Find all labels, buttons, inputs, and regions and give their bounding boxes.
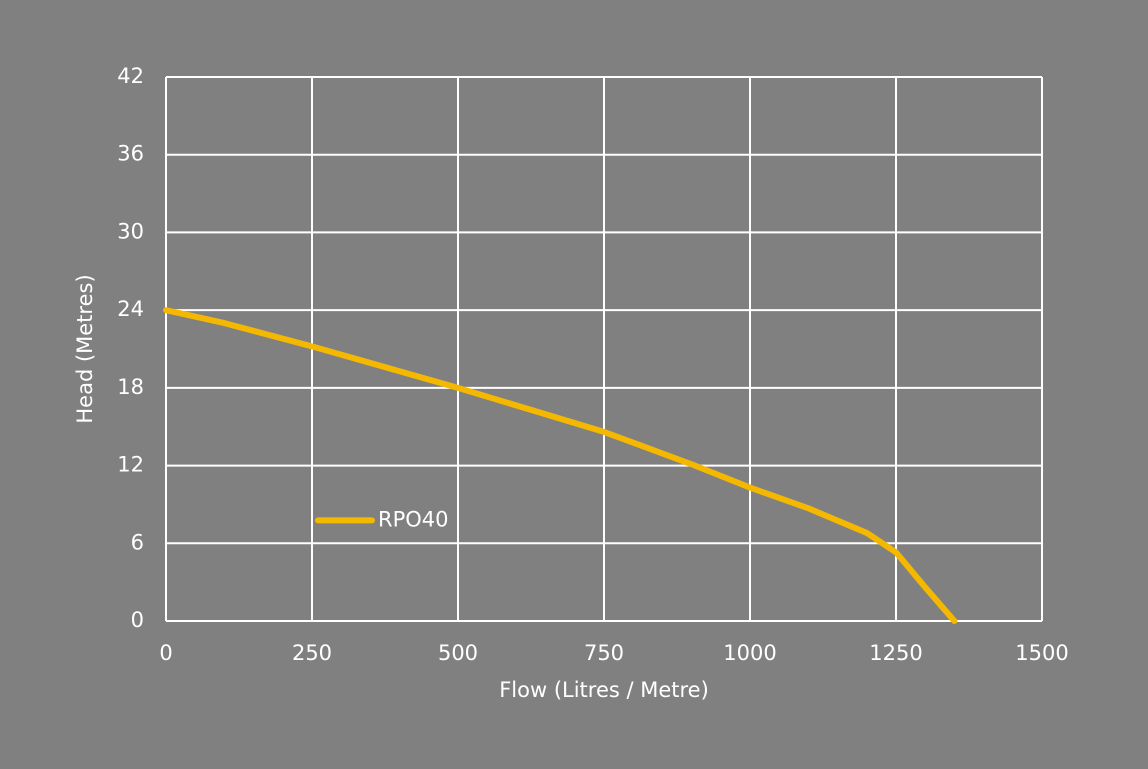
y-tick-label: 6 (131, 530, 144, 554)
y-tick-label: 24 (117, 297, 144, 321)
data-line (163, 307, 958, 624)
x-axis-label: Flow (Litres / Metre) (499, 678, 709, 702)
y-tick-label: 42 (117, 64, 144, 88)
legend-label: RPO40 (378, 507, 449, 531)
x-tick-label: 1250 (869, 641, 922, 665)
y-tick-label: 36 (117, 142, 144, 166)
x-tick-label: 500 (438, 641, 478, 665)
y-axis-label: Head (Metres) (73, 274, 97, 423)
x-tick-label: 250 (292, 641, 332, 665)
y-tick-label: 0 (131, 608, 144, 632)
x-tick-label: 1500 (1015, 641, 1068, 665)
x-tick-label: 0 (159, 641, 172, 665)
y-tick-label: 30 (117, 219, 144, 243)
y-tick-label: 12 (117, 453, 144, 477)
y-tick-label: 18 (117, 375, 144, 399)
x-tick-label: 750 (584, 641, 624, 665)
x-tick-label: 1000 (723, 641, 776, 665)
